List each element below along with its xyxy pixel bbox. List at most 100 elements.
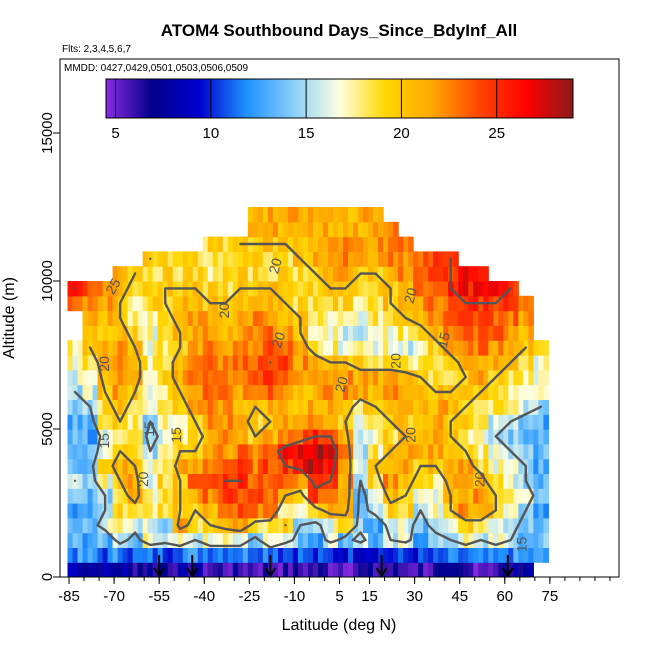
heatmap-cell xyxy=(87,458,94,474)
heatmap-cell xyxy=(67,429,74,445)
heatmap-cell xyxy=(217,429,224,445)
heatmap-cell xyxy=(473,517,479,534)
heatmap-cell xyxy=(418,517,424,534)
heatmap-cell xyxy=(262,399,269,415)
heatmap-cell xyxy=(358,310,364,326)
heatmap-cell xyxy=(242,384,249,400)
heatmap-cell xyxy=(513,310,519,326)
heatmap-cell xyxy=(92,384,99,400)
heatmap-cell xyxy=(122,443,129,460)
heatmap-cell xyxy=(483,384,489,400)
contour-line-15 xyxy=(73,390,543,549)
heatmap-cell xyxy=(453,458,459,474)
heatmap-cell xyxy=(202,414,209,430)
heatmap-cell xyxy=(483,547,489,563)
heatmap-cell xyxy=(498,295,504,312)
heatmap-cell xyxy=(192,355,199,371)
heatmap-cell xyxy=(257,325,264,341)
heatmap-cell xyxy=(302,517,309,534)
heatmap-cell xyxy=(247,340,254,356)
heatmap-cell xyxy=(97,325,104,341)
heatmap-cell xyxy=(247,295,254,312)
heatmap-cell xyxy=(383,340,389,356)
heatmap-cell xyxy=(287,310,294,326)
heatmap-cell xyxy=(413,384,419,400)
heatmap-cell xyxy=(117,325,124,341)
heatmap-cell xyxy=(338,325,344,341)
heatmap-cell xyxy=(142,325,149,341)
heatmap-cell xyxy=(222,503,229,519)
heatmap-cell xyxy=(338,384,344,400)
heatmap-cell xyxy=(468,547,474,563)
heatmap-cell xyxy=(312,207,319,223)
heatmap-cell xyxy=(493,399,499,415)
heatmap-cell xyxy=(468,325,474,341)
heatmap-cell xyxy=(433,355,439,371)
heatmap-cell xyxy=(102,295,109,312)
heatmap-cell xyxy=(302,384,309,400)
heatmap-cell xyxy=(317,369,324,386)
heatmap-cell xyxy=(97,503,104,519)
heatmap-cell xyxy=(147,384,154,400)
heatmap-cell xyxy=(237,310,244,326)
heatmap-cell xyxy=(458,369,464,386)
heatmap-cell xyxy=(282,532,289,548)
heatmap-cell xyxy=(403,266,409,282)
heatmap-cell xyxy=(232,517,239,534)
heatmap-cell xyxy=(207,503,214,519)
heatmap-cell xyxy=(267,399,274,415)
heatmap-cell xyxy=(72,414,79,430)
heatmap-cell xyxy=(453,443,459,460)
heatmap-cell xyxy=(408,488,414,504)
heatmap-cell xyxy=(353,384,359,400)
heatmap-cell xyxy=(428,562,434,577)
heatmap-cell xyxy=(212,532,219,548)
heatmap-cell xyxy=(252,266,259,282)
heatmap-cell xyxy=(282,547,289,563)
heatmap-cell xyxy=(518,369,524,386)
heatmap-cell xyxy=(388,458,394,474)
heatmap-cell xyxy=(538,369,544,386)
heatmap-cell xyxy=(463,281,469,297)
heatmap-cell xyxy=(332,503,339,519)
heatmap-cell xyxy=(513,429,519,445)
heatmap-cell xyxy=(503,340,509,356)
y-tick-label: 10000 xyxy=(39,260,56,302)
heatmap-cell xyxy=(312,473,319,489)
heatmap-cell xyxy=(378,458,384,474)
heatmap-cell xyxy=(87,355,94,371)
heatmap-cell xyxy=(448,517,454,534)
heatmap-cell xyxy=(107,532,114,548)
heatmap-cell xyxy=(262,325,269,341)
heatmap-cell xyxy=(112,443,119,460)
heatmap-cell xyxy=(483,458,489,474)
heatmap-cell xyxy=(443,414,449,430)
heatmap-cell xyxy=(127,473,134,489)
heatmap-cell xyxy=(498,443,504,460)
heatmap-cell xyxy=(257,503,264,519)
heatmap-cell xyxy=(252,503,259,519)
heatmap-cell xyxy=(338,207,344,223)
heatmap-cell xyxy=(458,488,464,504)
heatmap-cell xyxy=(177,310,184,326)
heatmap-cell xyxy=(398,503,404,519)
heatmap-cell xyxy=(423,355,429,371)
y-tick-label: 5000 xyxy=(39,412,56,445)
heatmap-cell xyxy=(292,399,299,415)
heatmap-cell xyxy=(317,414,324,430)
heatmap-cell xyxy=(77,414,84,430)
heatmap-cell xyxy=(418,414,424,430)
heatmap-cell xyxy=(142,384,149,400)
heatmap-cell xyxy=(87,369,94,386)
heatmap-cell xyxy=(207,458,214,474)
heatmap-cell xyxy=(327,399,334,415)
heatmap-cell xyxy=(262,221,269,238)
heatmap-cell xyxy=(428,355,434,371)
heatmap-cell xyxy=(107,369,114,386)
heatmap-cell xyxy=(353,355,359,371)
heatmap-cell xyxy=(77,458,84,474)
heatmap-cell xyxy=(307,458,314,474)
heatmap-cell xyxy=(262,429,269,445)
heatmap-cell xyxy=(137,281,144,297)
heatmap-cell xyxy=(222,266,229,282)
